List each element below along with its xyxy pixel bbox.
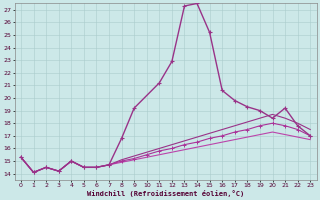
X-axis label: Windchill (Refroidissement éolien,°C): Windchill (Refroidissement éolien,°C) [87,190,244,197]
